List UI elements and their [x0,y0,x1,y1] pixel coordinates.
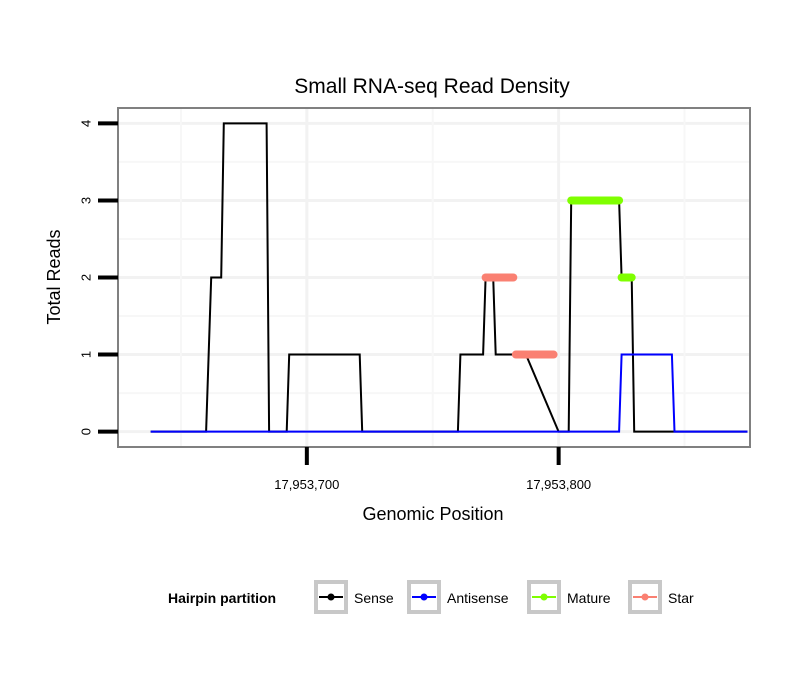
series-layer [150,122,748,433]
legend-label-mature: Mature [567,590,611,606]
y-tick-label: 1 [79,351,94,358]
y-tick-label: 3 [79,197,94,204]
y-tick-label: 2 [79,274,94,281]
chart-title: Small RNA-seq Read Density [294,75,570,98]
series-antisense-line [150,353,748,433]
axes: 0 1 2 3 4 17,953,700 17,953,800 [79,120,592,492]
legend: Hairpin partition Sense Antisense Mature Sta… [168,580,694,614]
legend-label-sense: Sense [354,590,394,606]
legend-key-dot [641,593,649,601]
legend-label-star: Star [668,590,694,606]
legend-key-dot [420,593,428,601]
legend-key-dot [540,593,548,601]
legend-title: Hairpin partition [168,590,276,606]
legend-label-antisense: Antisense [447,590,509,606]
x-axis-label: Genomic Position [362,504,503,524]
legend-key-dot [327,593,335,601]
y-tick-label: 4 [79,120,94,127]
x-tick-label: 17,953,700 [274,477,339,492]
y-axis-label: Total Reads [44,229,64,324]
x-tick-label: 17,953,800 [526,477,591,492]
y-tick-label: 0 [79,428,94,435]
